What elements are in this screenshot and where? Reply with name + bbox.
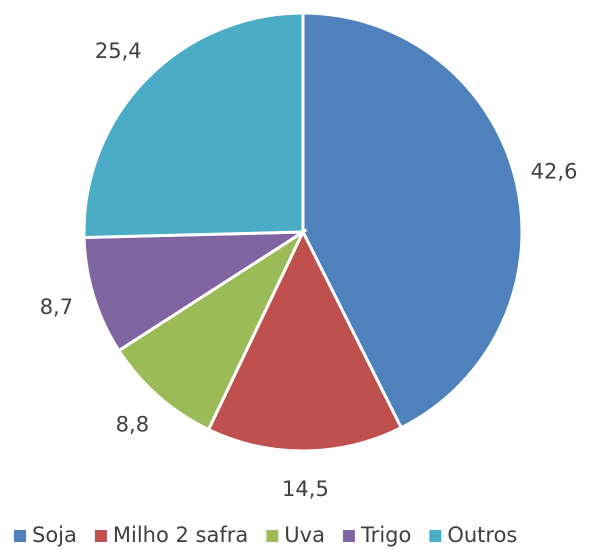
legend-swatch xyxy=(266,530,279,542)
pie-slice xyxy=(301,11,524,430)
legend-swatch xyxy=(14,530,26,542)
legend-label: Trigo xyxy=(360,523,411,547)
pie-slice xyxy=(206,228,404,453)
pie-slice xyxy=(82,11,305,240)
legend-swatch xyxy=(429,530,442,542)
pie-slice xyxy=(82,230,309,353)
data-label: 14,5 xyxy=(282,477,329,501)
legend-swatch xyxy=(342,530,355,542)
legend-label: Outros xyxy=(447,523,517,547)
data-label: 8,8 xyxy=(116,413,149,437)
legend-swatch xyxy=(94,530,107,542)
legend-label: Uva xyxy=(284,523,325,547)
legend-label: Soja xyxy=(32,523,77,547)
data-label: 25,4 xyxy=(95,39,142,63)
data-label: 42,6 xyxy=(531,160,578,184)
legend-label: Milho 2 safra xyxy=(113,523,248,547)
pie-slice xyxy=(116,227,307,432)
data-label: 8,7 xyxy=(40,295,73,319)
